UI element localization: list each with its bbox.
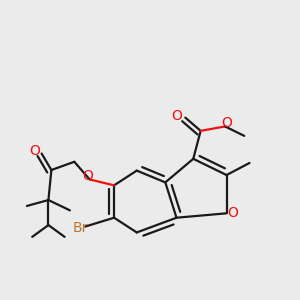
Text: O: O bbox=[221, 116, 232, 130]
Text: Br: Br bbox=[72, 221, 88, 235]
Text: O: O bbox=[172, 109, 182, 123]
Text: O: O bbox=[29, 144, 40, 158]
Text: O: O bbox=[83, 169, 94, 184]
Text: O: O bbox=[228, 206, 238, 220]
